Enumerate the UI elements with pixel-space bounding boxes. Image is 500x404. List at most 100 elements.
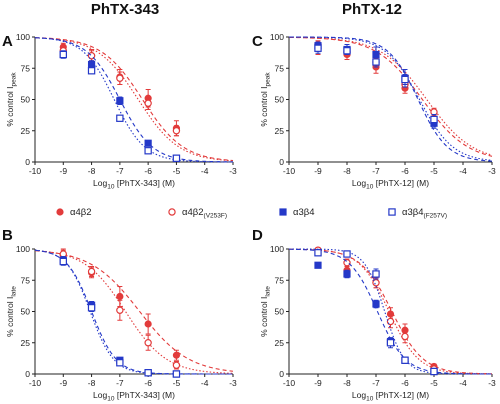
x-tick-label: -9 bbox=[60, 166, 68, 176]
x-tick-label: -4 bbox=[201, 378, 209, 388]
legend-label: α3β4 bbox=[293, 207, 315, 218]
x-axis-label: Log10 [PhTX-343] (M) bbox=[93, 178, 175, 191]
data-point bbox=[87, 267, 96, 276]
data-point bbox=[372, 279, 380, 287]
x-tick-label: -10 bbox=[29, 166, 42, 176]
data-point bbox=[386, 339, 395, 347]
x-tick-label: -6 bbox=[144, 166, 152, 176]
data-point bbox=[116, 292, 124, 301]
x-tick-label: -5 bbox=[430, 166, 438, 176]
panel-letter-D: D bbox=[252, 227, 263, 244]
x-tick-label: -7 bbox=[116, 378, 124, 388]
x-tick-label: -7 bbox=[372, 166, 380, 176]
series-4 bbox=[289, 248, 492, 376]
x-tick-label: -10 bbox=[283, 378, 296, 388]
data-point bbox=[172, 351, 181, 359]
x-tick-label: -6 bbox=[144, 378, 152, 388]
data-point bbox=[372, 270, 380, 278]
x-tick-label: -10 bbox=[29, 378, 42, 388]
x-tick-label: -6 bbox=[401, 378, 409, 388]
data-point bbox=[116, 306, 124, 314]
legend-item-2: α4β2(V253F) bbox=[168, 207, 227, 220]
fit-curve bbox=[34, 249, 233, 375]
data-point bbox=[430, 115, 438, 124]
legend-label: α4β2(V253F) bbox=[182, 207, 227, 220]
data-point bbox=[401, 75, 409, 84]
y-tick-label: 50 bbox=[21, 95, 31, 105]
y-tick-label: 0 bbox=[25, 369, 30, 379]
series-1 bbox=[34, 249, 234, 372]
panel-letter-C: C bbox=[252, 33, 263, 50]
data-point bbox=[314, 44, 322, 52]
data-point bbox=[172, 361, 181, 369]
data-point bbox=[144, 369, 152, 377]
data-point bbox=[59, 50, 67, 59]
fit-curve bbox=[34, 37, 234, 162]
data-point bbox=[87, 304, 96, 312]
y-tick-label: 75 bbox=[275, 275, 285, 285]
data-point bbox=[116, 359, 124, 367]
legend-label: α4β2 bbox=[70, 207, 92, 218]
y-axis-label: % control Ilate bbox=[5, 286, 18, 337]
y-tick-label: 75 bbox=[21, 63, 31, 73]
fit-curve bbox=[288, 36, 493, 157]
y-tick-label: 100 bbox=[270, 244, 284, 254]
plot-B: 0 25 50 75 100 -10 -9 -8 -7 -6 -5 -4 -3 Log10 [PhTX-3… bbox=[5, 244, 237, 403]
plot-D: 0 25 50 75 100 -10 -9 -8 -7 -6 -5 -4 -3 Log10 [PhTX-1… bbox=[259, 244, 496, 403]
fit-curve bbox=[288, 36, 493, 161]
y-axis-label: % control Ilate bbox=[259, 286, 272, 337]
data-point bbox=[172, 370, 181, 378]
data-point bbox=[430, 367, 438, 376]
data-point bbox=[116, 97, 124, 105]
legend: α4β2 α4β2(V253F) α3β4 α3β4(F257V) bbox=[56, 207, 447, 220]
fit-curve bbox=[34, 37, 234, 162]
plot-A: 0 25 50 75 100 -10 -9 -8 -7 -6 -5 -4 -3 Log10 [PhTX-3… bbox=[5, 32, 237, 191]
x-tick-label: -4 bbox=[459, 166, 467, 176]
x-tick-label: -9 bbox=[314, 166, 322, 176]
series-4 bbox=[34, 37, 234, 163]
data-point bbox=[144, 320, 152, 328]
data-point bbox=[401, 356, 409, 364]
y-tick-label: 25 bbox=[275, 126, 285, 136]
x-tick-label: -9 bbox=[314, 378, 322, 388]
x-tick-label: -4 bbox=[201, 166, 209, 176]
data-point bbox=[314, 249, 322, 257]
data-point bbox=[144, 139, 152, 147]
y-tick-label: 25 bbox=[21, 126, 31, 136]
x-tick-label: -3 bbox=[488, 378, 496, 388]
y-axis-label: % control Ipeak bbox=[5, 72, 18, 127]
y-tick-label: 75 bbox=[21, 275, 31, 285]
legend-item-1: α4β2 bbox=[56, 207, 92, 218]
data-point bbox=[343, 47, 351, 55]
legend-marker bbox=[56, 208, 64, 216]
y-tick-label: 50 bbox=[21, 307, 31, 317]
x-tick-label: -3 bbox=[488, 166, 496, 176]
data-point bbox=[87, 60, 96, 69]
y-tick-label: 25 bbox=[21, 338, 31, 348]
y-tick-label: 50 bbox=[275, 307, 285, 317]
fit-curve bbox=[288, 36, 493, 156]
plot-C: 0 25 50 75 100 -10 -9 -8 -7 -6 -5 -4 -3 Log10 [PhTX-1… bbox=[259, 32, 496, 191]
data-point bbox=[144, 99, 152, 107]
data-point bbox=[116, 74, 124, 82]
y-tick-label: 0 bbox=[279, 157, 284, 167]
title-right: PhTX-12 bbox=[342, 1, 402, 18]
legend-marker bbox=[279, 208, 287, 216]
title-left: PhTX-343 bbox=[91, 1, 159, 18]
y-tick-label: 100 bbox=[16, 244, 30, 254]
data-point bbox=[144, 339, 152, 347]
x-tick-label: -5 bbox=[173, 378, 181, 388]
x-tick-label: -6 bbox=[401, 166, 409, 176]
x-tick-label: -8 bbox=[88, 378, 96, 388]
data-point bbox=[144, 147, 152, 155]
x-tick-label: -8 bbox=[88, 166, 96, 176]
y-tick-label: 50 bbox=[275, 95, 285, 105]
data-point bbox=[172, 154, 181, 162]
x-tick-label: -3 bbox=[229, 166, 237, 176]
data-point bbox=[172, 127, 181, 135]
x-tick-label: -8 bbox=[343, 166, 351, 176]
x-tick-label: -9 bbox=[60, 378, 68, 388]
data-point bbox=[401, 332, 409, 341]
x-tick-label: -5 bbox=[173, 166, 181, 176]
